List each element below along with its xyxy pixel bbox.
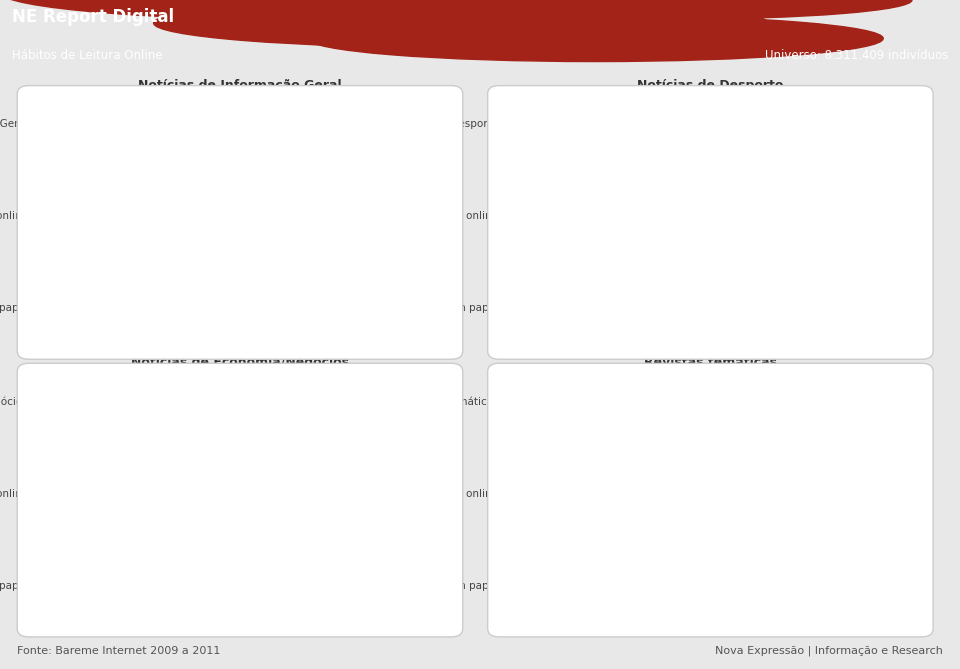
Circle shape	[269, 0, 806, 6]
Bar	[34, 130, 337, 143]
Text: 11,0%: 11,0%	[707, 288, 736, 298]
Bar	[34, 592, 132, 605]
Bar	[34, 287, 225, 299]
Circle shape	[0, 0, 730, 21]
Text: 1,9%: 1,9%	[644, 566, 668, 575]
Bar	[504, 130, 804, 143]
Legend: 2011, 2010, 2009: 2011, 2010, 2009	[584, 377, 728, 395]
Text: 8,7%: 8,7%	[365, 396, 389, 405]
Text: 9,1%: 9,1%	[380, 382, 404, 391]
Text: 2,6%: 2,6%	[136, 594, 160, 603]
Bar	[34, 486, 203, 498]
Text: 20,7%: 20,7%	[270, 197, 300, 205]
Circle shape	[432, 0, 912, 19]
Bar	[504, 117, 847, 129]
Text: 3,7%: 3,7%	[178, 566, 202, 575]
Text: 17,1%: 17,1%	[229, 288, 259, 298]
Bar	[34, 579, 154, 591]
Bar	[504, 314, 700, 327]
Text: 1,8%: 1,8%	[637, 594, 661, 603]
Text: 4,5%: 4,5%	[207, 488, 231, 497]
Bar	[504, 287, 702, 299]
Bar	[504, 223, 719, 235]
Text: 17,3%: 17,3%	[231, 302, 262, 311]
Text: Fonte: Bareme Internet 2009 a 2011: Fonte: Bareme Internet 2009 a 2011	[17, 646, 221, 656]
Text: 2,8%: 2,8%	[708, 580, 732, 589]
Bar	[504, 486, 746, 498]
Text: 14,1%: 14,1%	[762, 211, 792, 219]
Text: 3,4%: 3,4%	[751, 488, 775, 497]
Bar	[34, 472, 210, 485]
Circle shape	[307, 15, 883, 62]
Bar	[504, 565, 639, 577]
Text: 12,4%: 12,4%	[732, 302, 761, 311]
Text: 17,9%: 17,9%	[238, 224, 268, 233]
Text: 4,5%: 4,5%	[829, 396, 853, 405]
Legend: 2011, 2010, 2009: 2011, 2010, 2009	[113, 377, 257, 395]
Text: 15,9%: 15,9%	[216, 316, 246, 325]
Bar	[34, 223, 233, 235]
Bar	[504, 195, 745, 207]
Bar	[34, 395, 360, 407]
Text: 3,2%: 3,2%	[158, 502, 182, 511]
Bar	[34, 565, 173, 577]
Text: NE Report Digital: NE Report Digital	[12, 8, 174, 26]
Bar	[34, 408, 307, 421]
Bar	[34, 195, 265, 207]
Legend: 2011, 2010, 2009: 2011, 2010, 2009	[584, 100, 728, 118]
Bar	[504, 209, 757, 221]
Text: 3,2%: 3,2%	[736, 410, 761, 419]
Bar	[504, 592, 632, 605]
Bar	[504, 103, 851, 115]
Text: 16,7%: 16,7%	[808, 132, 839, 141]
Bar	[34, 500, 154, 512]
Text: 2,1%: 2,1%	[659, 502, 683, 511]
Title: Notícias de Desporto: Notícias de Desporto	[637, 79, 783, 92]
Bar	[34, 103, 387, 115]
Text: 10,9%: 10,9%	[705, 316, 734, 325]
Legend: 2011, 2010, 2009: 2011, 2010, 2009	[113, 100, 257, 118]
Text: 3,2%: 3,2%	[158, 580, 182, 589]
Bar	[504, 472, 696, 485]
Text: 30,0%: 30,0%	[373, 118, 403, 127]
Bar	[34, 381, 375, 393]
Bar	[34, 301, 227, 313]
Bar	[504, 381, 760, 393]
Circle shape	[154, 0, 768, 47]
Bar	[34, 314, 211, 327]
Bar	[504, 500, 654, 512]
Bar	[504, 408, 732, 421]
Title: Revistas temáticas: Revistas temáticas	[644, 357, 777, 369]
Bar	[504, 301, 727, 313]
Text: 3,6%: 3,6%	[765, 382, 789, 391]
Text: 12,0%: 12,0%	[725, 224, 755, 233]
Text: 13,4%: 13,4%	[750, 197, 780, 205]
Text: 27,2%: 27,2%	[342, 132, 372, 141]
Text: 7,3%: 7,3%	[313, 410, 337, 419]
Title: Notícias de Informação Geral: Notícias de Informação Geral	[138, 79, 342, 92]
Text: Universo: 8.311.409 indivíduos: Universo: 8.311.409 indivíduos	[765, 49, 948, 62]
Text: 19,1%: 19,1%	[852, 118, 881, 127]
Text: Hábitos de Leitura Online: Hábitos de Leitura Online	[12, 49, 162, 62]
Text: 4,7%: 4,7%	[215, 474, 239, 483]
Text: 20,3%: 20,3%	[265, 211, 295, 219]
Title: Notícias de Economia/Negócios: Notícias de Economia/Negócios	[131, 357, 349, 369]
Bar	[34, 117, 369, 129]
Text: 2,7%: 2,7%	[701, 474, 725, 483]
Text: 19,3%: 19,3%	[855, 104, 885, 114]
Bar	[504, 395, 825, 407]
Text: 31,7%: 31,7%	[393, 104, 422, 114]
Text: Nova Expressão | Informação e Research: Nova Expressão | Informação e Research	[715, 646, 943, 656]
Bar	[504, 579, 704, 591]
Bar	[34, 209, 260, 221]
